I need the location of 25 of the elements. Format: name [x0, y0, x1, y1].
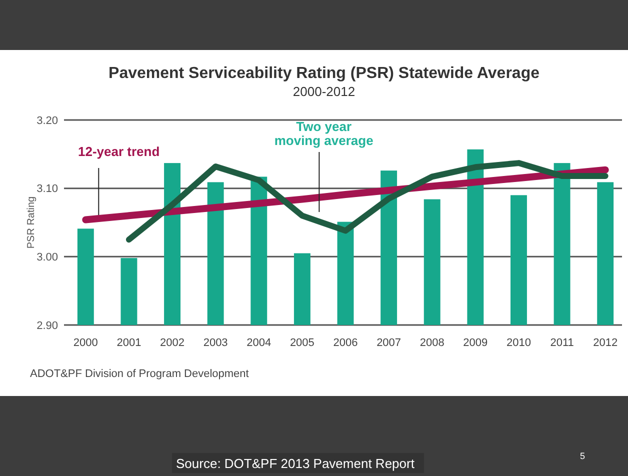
x-tick-label: 2008: [420, 337, 444, 349]
text: 12-year trend: [78, 144, 160, 159]
x-tick-label: 2012: [593, 337, 618, 349]
x-tick-label: 2000: [73, 337, 98, 349]
x-tick-label: 2004: [246, 337, 272, 349]
text: 5: [580, 451, 586, 461]
chart-subtitle: 2000-2012: [292, 84, 356, 99]
y-tick-label: 2.90: [36, 320, 58, 332]
x-tick-label: 2001: [116, 337, 142, 349]
y-tick-label: 3.20: [36, 114, 58, 127]
x-tick-label: 2003: [203, 337, 228, 349]
text: Two year moving average: [274, 119, 374, 148]
y-axis-title: PSR Rating: [26, 196, 37, 249]
x-tick-label: 2007: [376, 337, 402, 349]
x-tick-label: 2002: [160, 337, 185, 349]
chart-title: Pavement Serviceability Rating (PSR) Statewide Average: [108, 65, 540, 82]
x-tick-label: 2005: [290, 337, 314, 349]
x-tick-label: 2009: [463, 337, 488, 349]
y-tick-label: 3.10: [36, 183, 58, 196]
x-tick-label: 2011: [550, 337, 574, 349]
source-note: Source: DOT&PF 2013 Pavement Report: [176, 456, 415, 471]
x-tick-label: 2010: [506, 337, 531, 349]
text: ADOT&PF Division of Program Development: [30, 368, 249, 380]
x-tick-label: 2006: [333, 337, 358, 349]
y-tick-label: 3.00: [36, 252, 58, 264]
